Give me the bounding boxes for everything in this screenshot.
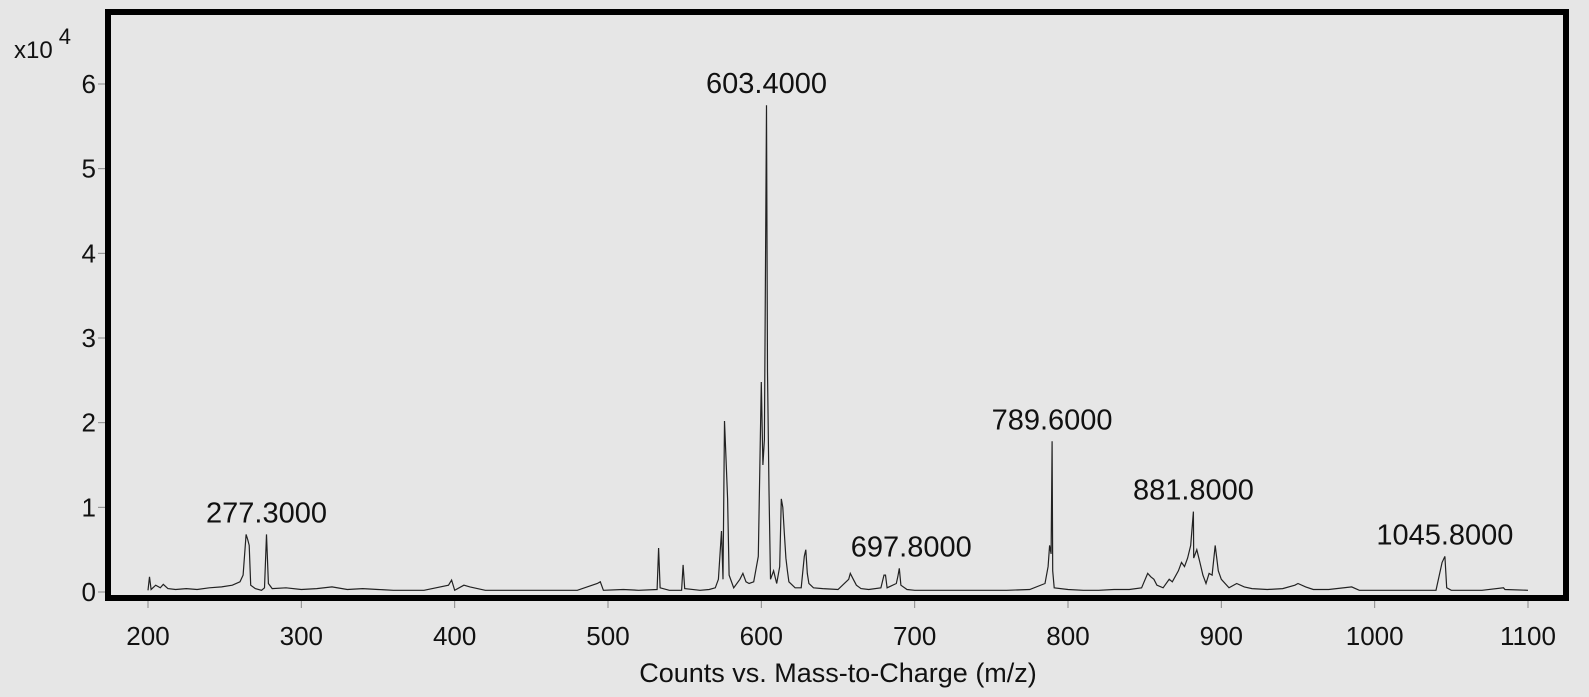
peak-label: 789.6000 <box>992 404 1113 436</box>
x-tick-label: 400 <box>433 621 476 651</box>
y-multiplier-base: x10 <box>14 37 53 64</box>
y-tick-label: 1 <box>82 492 96 522</box>
y-tick-label: 6 <box>82 69 96 99</box>
x-tick-label: 700 <box>893 621 936 651</box>
x-axis-title: Counts vs. Mass-to-Charge (m/z) <box>639 658 1037 688</box>
x-tick-label: 600 <box>740 621 783 651</box>
y-axis: 0 1 2 3 4 5 6 <box>82 69 108 607</box>
y-tick-label: 5 <box>82 154 96 184</box>
peak-annotations: 277.3000 603.4000 697.8000 789.6000 881.8000… <box>206 68 1513 563</box>
peak-label: 277.3000 <box>206 497 327 529</box>
peak-label: 603.4000 <box>706 68 827 100</box>
x-tick-label: 500 <box>586 621 629 651</box>
x-tick-label: 900 <box>1200 621 1243 651</box>
y-tick-label: 0 <box>82 577 96 607</box>
plot-frame <box>105 9 1569 601</box>
x-tick-label: 200 <box>126 621 169 651</box>
peak-label: 697.8000 <box>851 531 972 563</box>
x-tick-label: 800 <box>1046 621 1089 651</box>
x-axis: 200 300 400 500 600 700 800 900 1000 1100 <box>126 598 1556 651</box>
spectrum-line <box>147 105 1529 592</box>
x-tick-label: 1000 <box>1346 621 1404 651</box>
y-axis-multiplier: x104 <box>14 24 71 64</box>
x-tick-label: 1100 <box>1500 621 1556 651</box>
peak-label: 1045.8000 <box>1376 519 1513 551</box>
y-tick-label: 4 <box>82 238 96 268</box>
peak-label: 881.8000 <box>1133 475 1254 507</box>
x-tick-label: 300 <box>280 621 323 651</box>
y-tick-label: 2 <box>82 408 96 438</box>
y-tick-label: 3 <box>82 323 96 353</box>
y-multiplier-exponent: 4 <box>59 24 71 49</box>
